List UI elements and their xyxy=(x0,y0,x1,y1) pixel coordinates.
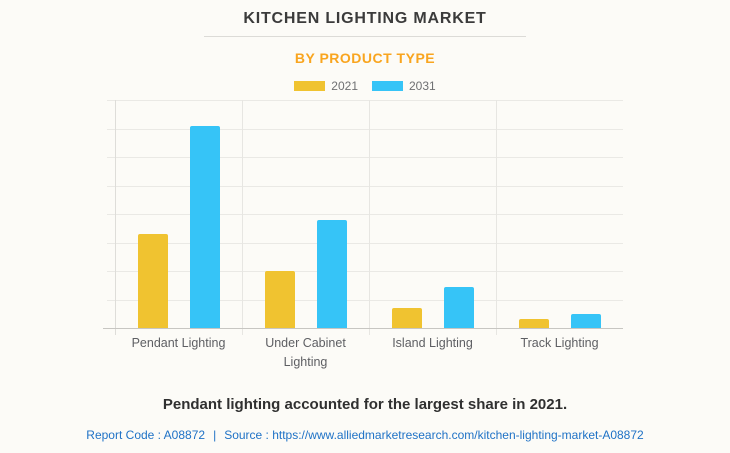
horizontal-gridline xyxy=(107,100,623,101)
legend-item-2031: 2031 xyxy=(372,79,436,93)
category-label-under-cabinet-lighting: Under Cabinet Lighting xyxy=(265,336,346,370)
bar-2021-island-lighting xyxy=(392,308,422,328)
footer-separator: | xyxy=(213,428,217,442)
page-title: KITCHEN LIGHTING MARKET xyxy=(243,10,487,27)
y-axis-line xyxy=(115,100,116,335)
legend-item-2021: 2021 xyxy=(294,79,358,93)
report-source-line: Report Code : A08872 | Source : https://ww… xyxy=(0,428,730,442)
horizontal-gridline xyxy=(107,214,623,215)
plot-area xyxy=(103,100,623,335)
x-axis-baseline xyxy=(103,328,623,329)
source-url-link[interactable]: Source : https://www.alliedmarketresearc… xyxy=(224,428,644,442)
bar-2031-island-lighting xyxy=(444,287,474,328)
bar-2021-track-lighting xyxy=(519,319,549,328)
horizontal-gridline xyxy=(107,129,623,130)
chart-subtitle: BY PRODUCT TYPE xyxy=(294,50,436,66)
bar-2021-pendant-lighting xyxy=(138,234,168,328)
horizontal-gridline xyxy=(107,271,623,272)
bar-2021-under-cabinet-lighting xyxy=(265,271,295,328)
report-code-text: Report Code : A08872 xyxy=(86,428,206,442)
title-divider xyxy=(204,36,526,37)
category-label-pendant-lighting: Pendant Lighting xyxy=(131,336,226,350)
bar-2031-track-lighting xyxy=(571,314,601,328)
category-separator-line xyxy=(496,100,497,335)
legend-swatch-2021 xyxy=(294,81,326,91)
category-separator-line xyxy=(242,100,243,335)
category-axis-labels: Pendant Lighting Under Cabinet Lighting Is… xyxy=(115,334,623,373)
horizontal-gridline xyxy=(107,186,623,187)
legend-swatch-2031 xyxy=(372,81,403,91)
horizontal-gridline xyxy=(107,157,623,158)
chart-legend: 2021 2031 xyxy=(0,79,730,93)
bar-2031-pendant-lighting xyxy=(190,126,220,328)
legend-label-2031: 2031 xyxy=(409,79,436,93)
category-separator-line xyxy=(369,100,370,335)
category-label-island-lighting: Island Lighting xyxy=(392,336,473,350)
legend-label-2021: 2021 xyxy=(331,79,358,93)
category-label-track-lighting: Track Lighting xyxy=(520,336,599,350)
horizontal-gridline xyxy=(107,300,623,301)
chart-takeaway-headline: Pendant lighting accounted for the large… xyxy=(162,396,568,413)
bar-2031-under-cabinet-lighting xyxy=(317,220,347,328)
horizontal-gridline xyxy=(107,243,623,244)
